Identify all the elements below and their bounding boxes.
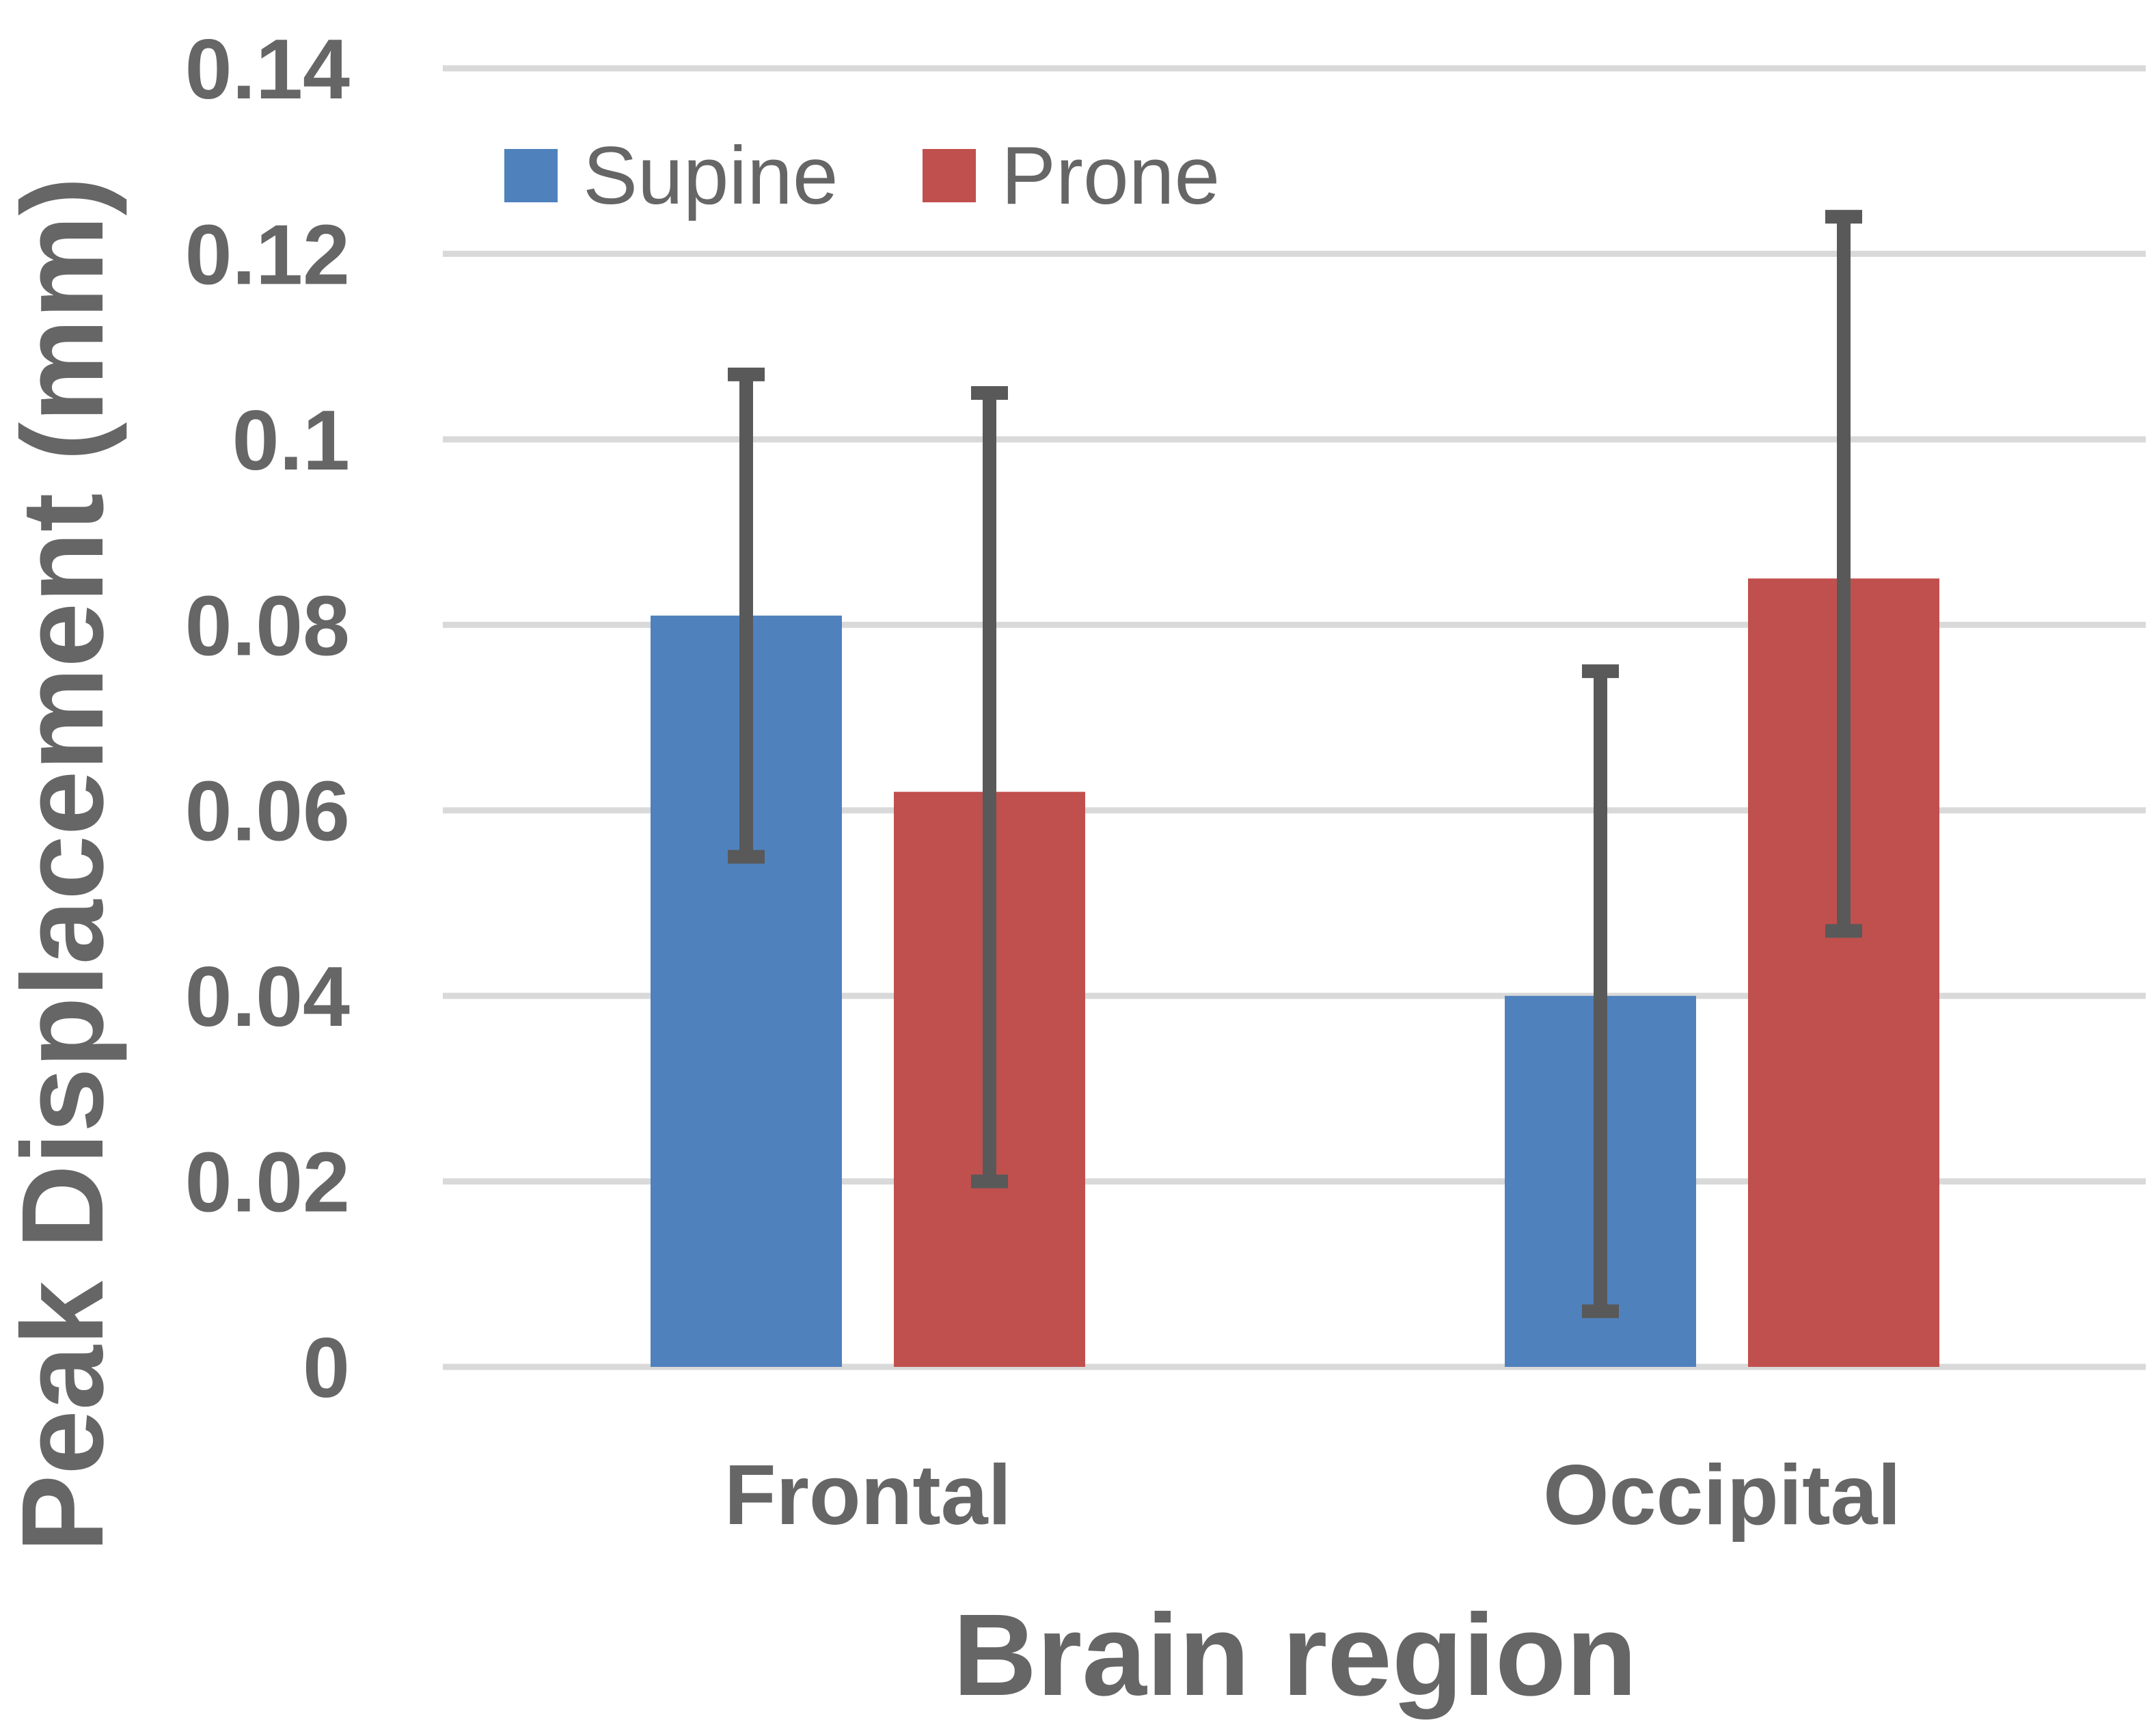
legend-label-supine: Supine bbox=[583, 130, 838, 221]
legend-label-prone: Prone bbox=[1001, 130, 1220, 221]
legend: Supine Prone bbox=[504, 130, 1220, 221]
bars bbox=[651, 578, 1939, 1367]
x-axis-label: Brain region bbox=[953, 1590, 1637, 1720]
y-tick-label: 0.04 bbox=[185, 950, 350, 1044]
y-tick-label: 0.14 bbox=[185, 23, 350, 117]
y-tick-label: 0 bbox=[303, 1321, 350, 1415]
x-tick-label: Frontal bbox=[724, 1448, 1011, 1543]
y-tick-label: 0.02 bbox=[185, 1136, 350, 1230]
y-axis-label: Peak Displacement (mm) bbox=[0, 177, 128, 1552]
legend-swatch-prone bbox=[923, 149, 976, 202]
y-tick-label: 0.12 bbox=[185, 208, 350, 302]
y-tick-label: 0.06 bbox=[185, 765, 350, 859]
x-tick-label: Occipital bbox=[1543, 1448, 1901, 1543]
error-bars bbox=[728, 210, 1862, 1318]
y-tick-label: 0.1 bbox=[232, 394, 350, 488]
x-axis-ticks: Frontal Occipital bbox=[724, 1448, 1901, 1543]
y-tick-label: 0.08 bbox=[185, 579, 350, 673]
legend-swatch-supine bbox=[504, 149, 558, 202]
y-axis-ticks: 0 0.02 0.04 0.06 0.08 0.1 0.12 0.14 bbox=[185, 23, 350, 1415]
